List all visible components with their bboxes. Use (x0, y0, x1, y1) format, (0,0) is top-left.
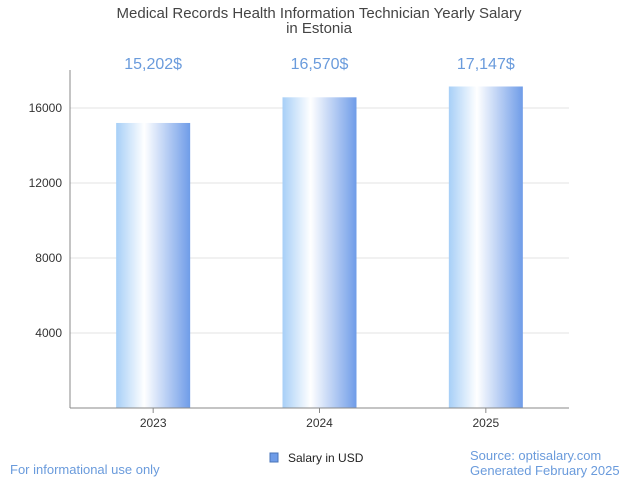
bar-2023 (116, 122, 191, 409)
y-axis-ticks: 4000 8000 12000 16000 (29, 101, 63, 340)
bars (116, 86, 523, 409)
source-block: Source: optisalary.com Generated Februar… (470, 448, 620, 478)
bar-2025 (448, 86, 523, 409)
x-axis-ticks: 2023 2024 2025 (140, 408, 500, 430)
legend-swatch (269, 452, 279, 463)
legend-label: Salary in USD (288, 451, 364, 465)
y-tick-label: 8000 (35, 251, 62, 265)
x-tick-label-2024: 2024 (306, 416, 333, 430)
chart-title-line-2: in Estonia (286, 20, 353, 37)
x-tick-label-2025: 2025 (472, 416, 499, 430)
x-tick-label-2023: 2023 (140, 416, 167, 430)
data-labels: 15,202$ 16,570$ 17,147$ (124, 56, 515, 73)
disclaimer-text: For informational use only (10, 462, 160, 477)
data-label-2023: 15,202$ (124, 56, 182, 73)
bar-2024 (282, 97, 357, 408)
data-label-2024: 16,570$ (291, 56, 349, 73)
generated-date: Generated February 2025 (470, 463, 620, 478)
y-tick-label: 16000 (29, 101, 63, 115)
y-tick-label: 12000 (29, 176, 63, 190)
legend: Salary in USD (269, 451, 364, 465)
source-link[interactable]: Source: optisalary.com (470, 448, 602, 463)
y-tick-label: 4000 (35, 326, 62, 340)
chart-title-line-1: Medical Records Health Information Techn… (117, 5, 522, 22)
data-label-2025: 17,147$ (457, 56, 515, 73)
